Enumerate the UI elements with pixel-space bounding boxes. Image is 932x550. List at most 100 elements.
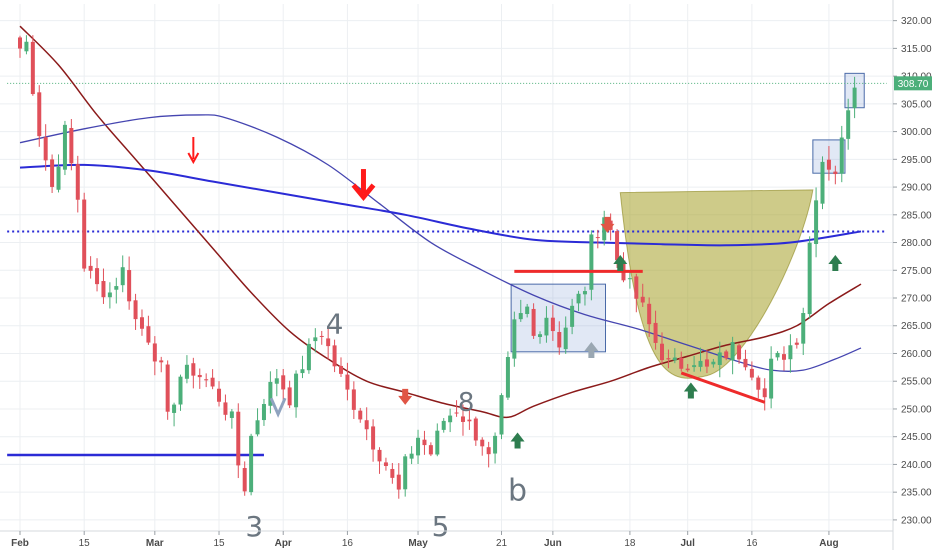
- candle[interactable]: [711, 358, 716, 368]
- candle[interactable]: [313, 328, 318, 353]
- price-axis[interactable]: 230.00 235.00 240.00 245.00 250.00 255.00 260.…: [892, 0, 932, 550]
- candle[interactable]: [152, 336, 157, 376]
- candle[interactable]: [306, 338, 311, 374]
- candle[interactable]: [788, 334, 793, 373]
- candle[interactable]: [30, 35, 35, 96]
- candle[interactable]: [640, 283, 645, 307]
- candle[interactable]: [634, 273, 639, 313]
- candle[interactable]: [473, 416, 478, 446]
- candle[interactable]: [24, 35, 29, 55]
- candle[interactable]: [287, 380, 292, 409]
- candle[interactable]: [107, 282, 112, 309]
- candle[interactable]: [486, 441, 491, 468]
- candle[interactable]: [781, 346, 786, 371]
- candle[interactable]: [428, 442, 433, 457]
- candle[interactable]: [582, 286, 587, 306]
- candle[interactable]: [114, 277, 119, 304]
- candle[interactable]: [281, 368, 286, 403]
- candle[interactable]: [184, 355, 189, 384]
- candle[interactable]: [339, 357, 343, 378]
- candle[interactable]: [18, 35, 22, 58]
- candle[interactable]: [737, 343, 742, 364]
- candle[interactable]: [364, 407, 369, 441]
- candle[interactable]: [396, 463, 401, 499]
- candle[interactable]: [435, 423, 440, 457]
- candle[interactable]: [416, 429, 421, 464]
- candle[interactable]: [294, 370, 299, 418]
- candle[interactable]: [326, 328, 331, 360]
- candle[interactable]: [82, 192, 87, 272]
- time-axis[interactable]: Feb 15 Mar 15 Apr 16 May 21 Jun 18 Jul 16 Aug: [0, 530, 893, 549]
- candle[interactable]: [127, 256, 132, 310]
- candle[interactable]: [120, 255, 125, 293]
- candle[interactable]: [512, 311, 517, 367]
- candle[interactable]: [589, 230, 594, 301]
- candle[interactable]: [159, 356, 164, 373]
- candle[interactable]: [95, 258, 100, 292]
- candle[interactable]: [454, 400, 459, 417]
- candle[interactable]: [660, 332, 664, 364]
- candle[interactable]: [724, 349, 729, 361]
- candle[interactable]: [217, 381, 222, 407]
- candle[interactable]: [197, 368, 202, 389]
- candle[interactable]: [749, 361, 754, 381]
- candle[interactable]: [204, 373, 209, 388]
- candle[interactable]: [191, 357, 196, 389]
- candle[interactable]: [274, 368, 279, 397]
- candle[interactable]: [223, 394, 228, 421]
- candle[interactable]: [178, 374, 183, 411]
- candle[interactable]: [826, 146, 831, 181]
- candle[interactable]: [493, 432, 498, 464]
- candle[interactable]: [698, 347, 703, 372]
- candle[interactable]: [769, 346, 774, 409]
- candle[interactable]: [794, 338, 799, 349]
- candle[interactable]: [499, 393, 504, 440]
- candle[interactable]: [820, 156, 825, 210]
- candle[interactable]: [351, 381, 356, 419]
- candle[interactable]: [300, 355, 305, 379]
- candle[interactable]: [801, 307, 806, 356]
- candle[interactable]: [525, 303, 530, 318]
- candle[interactable]: [576, 290, 581, 312]
- candle[interactable]: [570, 298, 575, 335]
- candle[interactable]: [43, 124, 48, 171]
- candle[interactable]: [730, 336, 735, 375]
- candle[interactable]: [557, 321, 562, 355]
- candle[interactable]: [139, 309, 144, 336]
- candle[interactable]: [647, 297, 652, 337]
- candle[interactable]: [717, 341, 722, 378]
- candle[interactable]: [743, 349, 748, 371]
- candle[interactable]: [133, 293, 138, 330]
- candle[interactable]: [332, 339, 337, 373]
- candle[interactable]: [319, 330, 324, 345]
- candle[interactable]: [518, 299, 523, 322]
- candle[interactable]: [383, 457, 388, 471]
- candle[interactable]: [563, 316, 568, 354]
- candle[interactable]: [814, 187, 819, 258]
- candle[interactable]: [467, 408, 472, 430]
- candle[interactable]: [762, 378, 767, 411]
- candle[interactable]: [595, 229, 600, 249]
- candle[interactable]: [704, 350, 709, 374]
- candle[interactable]: [242, 461, 247, 496]
- candle[interactable]: [50, 154, 55, 194]
- candle[interactable]: [460, 404, 465, 436]
- candle[interactable]: [146, 315, 151, 345]
- candle[interactable]: [268, 371, 273, 414]
- candle[interactable]: [833, 165, 838, 185]
- candle[interactable]: [544, 306, 549, 343]
- candle[interactable]: [236, 403, 241, 479]
- candle[interactable]: [358, 407, 363, 423]
- candle[interactable]: [165, 360, 170, 420]
- candle[interactable]: [229, 409, 234, 429]
- candles-layer[interactable]: [18, 35, 857, 499]
- candle[interactable]: [75, 155, 80, 213]
- candle[interactable]: [172, 402, 177, 427]
- candle[interactable]: [390, 463, 395, 484]
- candle[interactable]: [56, 154, 61, 193]
- candle[interactable]: [261, 398, 266, 426]
- candle[interactable]: [692, 355, 697, 372]
- candle[interactable]: [101, 268, 106, 304]
- candle[interactable]: [210, 369, 215, 390]
